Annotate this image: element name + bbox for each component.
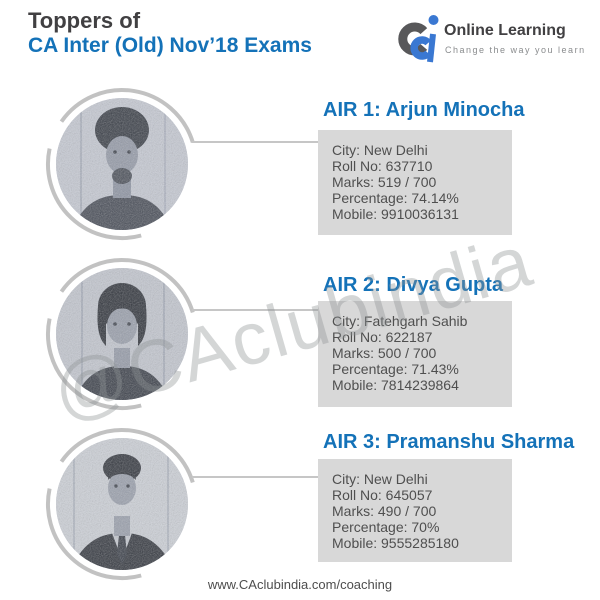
logo-brand-text: Online Learning: [444, 22, 566, 39]
marks-3: Marks: 490 / 700: [332, 503, 437, 519]
topper-photo-2: [56, 268, 188, 400]
connector-line-2: [192, 309, 319, 311]
marks-2: Marks: 500 / 700: [332, 345, 437, 361]
photo-ring-2: [45, 258, 195, 411]
footer-url: www.CAclubindia.com/coaching: [207, 577, 393, 592]
logo-tagline: Change the way you learn: [445, 45, 586, 55]
topper-info-3: City: New Delhi Roll No: 645057 Marks: 4…: [318, 459, 512, 562]
cci-logo-icon: [398, 15, 439, 63]
city-2: City: Fatehgarh Sahib: [332, 313, 468, 329]
rank-title-2: AIR 2: Divya Gupta: [323, 274, 504, 296]
photo-ring-1: [45, 88, 195, 241]
page-title-line2: CA Inter (Old) Nov’18 Exams: [28, 34, 312, 57]
page-title-line1: Toppers of: [28, 8, 141, 33]
connector-line-1: [192, 141, 319, 143]
topper-photo-3: [56, 438, 188, 570]
topper-info-1: City: New Delhi Roll No: 637710 Marks: 5…: [318, 130, 512, 235]
marks-1: Marks: 519 / 700: [332, 174, 437, 190]
rank-title-3: AIR 3: Pramanshu Sharma: [323, 431, 575, 453]
roll-no-3: Roll No: 645057: [332, 487, 433, 503]
rank-title-1: AIR 1: Arjun Minocha: [323, 99, 525, 121]
roll-no-1: Roll No: 637710: [332, 158, 433, 174]
topper-photo-1: [56, 98, 188, 230]
photo-ring-3: [45, 428, 195, 581]
percentage-2: Percentage: 71.43%: [332, 361, 459, 377]
percentage-3: Percentage: 70%: [332, 519, 440, 535]
percentage-1: Percentage: 74.14%: [332, 190, 459, 206]
mobile-1: Mobile: 9910036131: [332, 206, 459, 222]
topper-info-2: City: Fatehgarh Sahib Roll No: 622187 Ma…: [318, 301, 512, 407]
roll-no-2: Roll No: 622187: [332, 329, 433, 345]
mobile-2: Mobile: 7814239864: [332, 377, 459, 393]
mobile-3: Mobile: 9555285180: [332, 535, 459, 551]
connector-line-3: [192, 476, 319, 478]
city-3: City: New Delhi: [332, 471, 428, 487]
city-1: City: New Delhi: [332, 142, 428, 158]
